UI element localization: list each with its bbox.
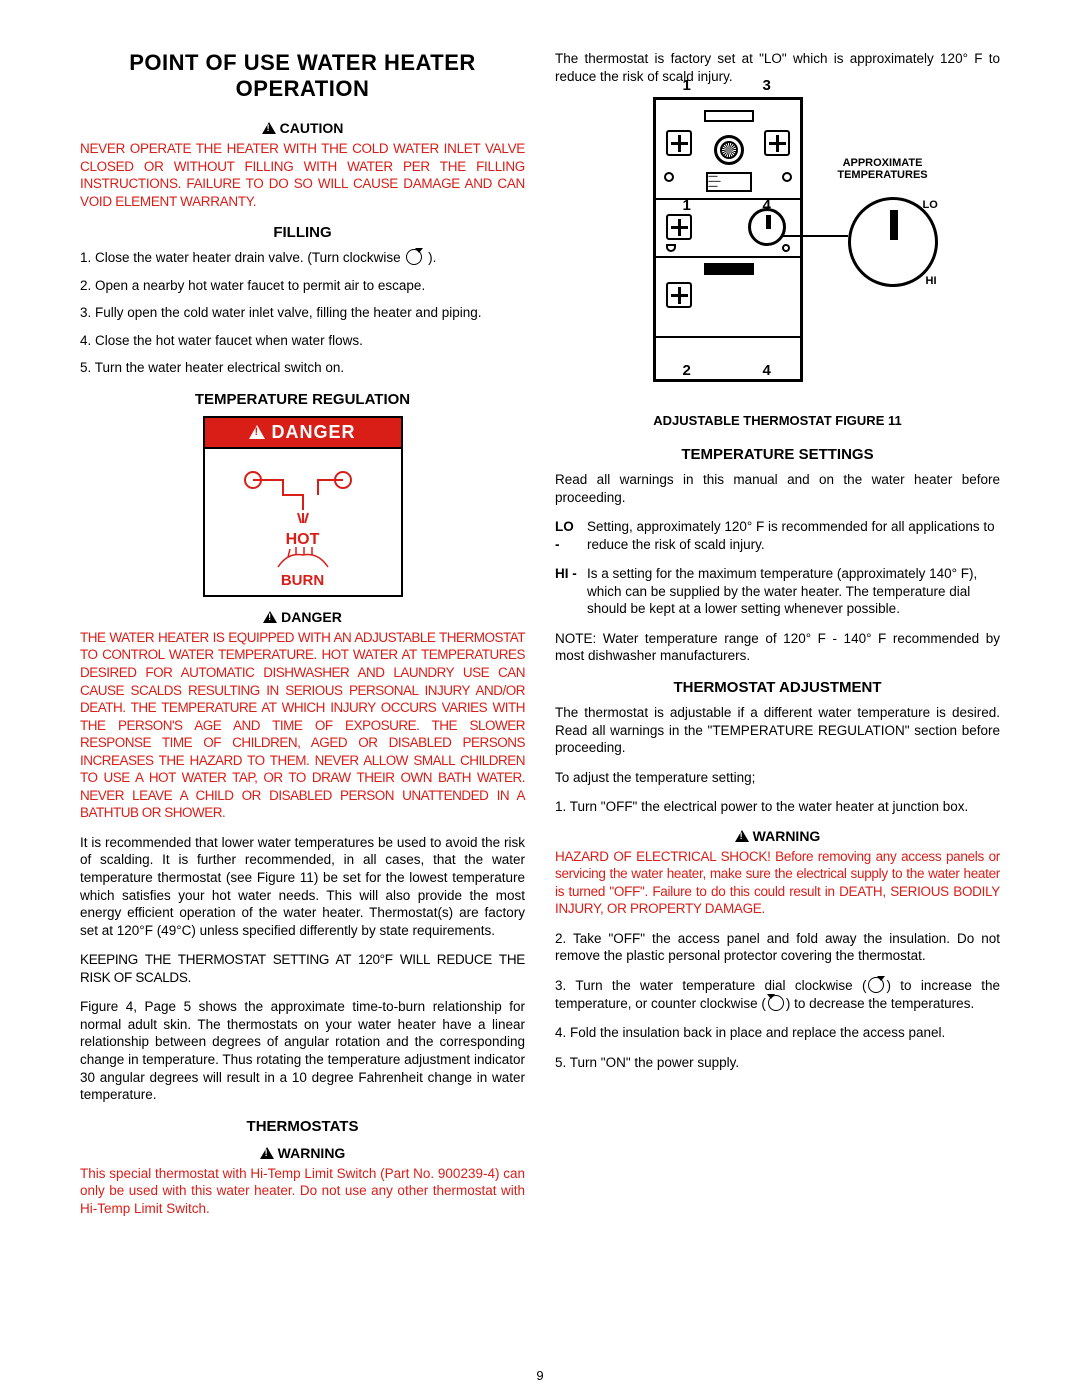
adjustment-intro: The thermostat is adjustable if a differ… [555,704,1000,757]
faucet-illustration [233,465,373,525]
filling-title: FILLING [80,224,525,241]
intro-text: The thermostat is factory set at "LO" wh… [555,50,1000,85]
diagram-label-1: 1 [683,77,691,94]
burn-label: BURN [205,572,401,589]
clockwise-icon [868,977,884,993]
danger-text: THE WATER HEATER IS EQUIPPED WITH AN ADJ… [80,629,525,822]
step-3: 3. Turn the water temperature dial clock… [555,977,1000,1012]
tempreg-title: TEMPERATURE REGULATION [80,391,525,408]
warning-label: WARNING [80,1145,525,1161]
thermostats-title: THERMOSTATS [80,1118,525,1135]
list-item: 4. Close the hot water faucet when water… [80,332,525,350]
step-2: 2. Take "OFF" the access panel and fold … [555,930,1000,965]
warning-text: HAZARD OF ELECTRICAL SHOCK! Before remov… [555,848,1000,918]
step-5: 5. Turn "ON" the power supply. [555,1054,1000,1072]
temp-settings-intro: Read all warnings in this manual and on … [555,471,1000,506]
alert-icon [260,1147,274,1159]
clockwise-icon [406,249,422,265]
recommendation-text: It is recommended that lower water tempe… [80,834,525,939]
hi-setting: HI - Is a setting for the maximum temper… [555,565,1000,618]
danger-label: DANGER [80,609,525,625]
counterclockwise-icon [768,995,784,1011]
alert-icon [735,830,749,842]
step-1: 1. Turn "OFF" the electrical power to th… [555,798,1000,816]
approx-temps-label: APPROXIMATE TEMPERATURES [833,157,933,181]
right-column: The thermostat is factory set at "LO" wh… [555,50,1000,1229]
hand-illustration [268,547,338,573]
list-item: 1. Close the water heater drain valve. (… [80,249,525,267]
keep-setting-text: KEEPING THE THERMOSTAT SETTING AT 120°F … [80,951,525,986]
temp-settings-title: TEMPERATURE SETTINGS [555,446,1000,463]
diagram-label-4: 4 [763,197,771,214]
page-number: 9 [0,1368,1080,1383]
danger-sign-header: DANGER [203,416,403,447]
thermostat-diagram: ━━━━━━━━━━ 1 3 4 1 [608,97,948,397]
caution-text: NEVER OPERATE THE HEATER WITH THE COLD W… [80,140,525,210]
filling-steps: 1. Close the water heater drain valve. (… [80,249,525,377]
left-column: POINT OF USE WATER HEATER OPERATION CAUT… [80,50,525,1229]
adjustment-title: THERMOSTAT ADJUSTMENT [555,679,1000,696]
warning-text: This special thermostat with Hi-Temp Lim… [80,1165,525,1218]
lo-setting: LO - Setting, approximately 120° F is re… [555,518,1000,553]
alert-icon [262,122,276,134]
danger-sign: DANGER HOT [203,416,403,597]
list-item: 3. Fully open the cold water inlet valve… [80,304,525,322]
warning-label: WARNING [555,828,1000,844]
step-4: 4. Fold the insulation back in place and… [555,1024,1000,1042]
list-item: 2. Open a nearby hot water faucet to per… [80,277,525,295]
figure-ref-text: Figure 4, Page 5 shows the approximate t… [80,998,525,1103]
diagram-label-4b: 4 [763,362,771,379]
alert-icon [263,611,277,623]
alert-icon [249,425,265,439]
diagram-label-3: 3 [763,77,771,94]
figure-caption: ADJUSTABLE THERMOSTAT FIGURE 11 [555,413,1000,428]
lo-label: LO [923,199,938,211]
diagram-label-2: 2 [683,362,691,379]
main-title: POINT OF USE WATER HEATER OPERATION [80,50,525,102]
list-item: 5. Turn the water heater electrical swit… [80,359,525,377]
hi-label: HI [926,275,937,287]
diagram-label-1b: 1 [683,197,691,214]
danger-sign-image: HOT BURN [203,447,403,597]
adjustment-lead: To adjust the temperature setting; [555,769,1000,787]
caution-label: CAUTION [80,120,525,136]
note-text: NOTE: Water temperature range of 120° F … [555,630,1000,665]
thermostat-body: ━━━━━━━━━━ [653,97,803,382]
